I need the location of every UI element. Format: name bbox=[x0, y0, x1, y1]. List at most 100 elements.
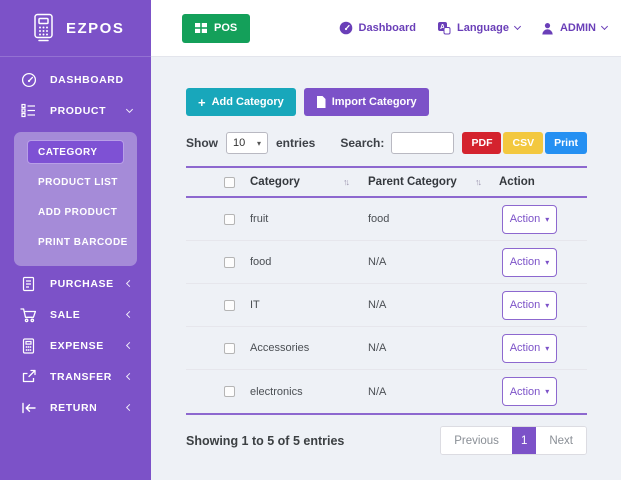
table-header-row: Category ↑↓ Parent Category ↑↓ Action bbox=[186, 168, 587, 198]
plus-icon: + bbox=[198, 94, 206, 110]
nav-dashboard[interactable]: Dashboard bbox=[339, 21, 416, 35]
sidebar-item-label: PURCHASE bbox=[50, 277, 114, 290]
row-action-button[interactable]: Action ▾ bbox=[502, 247, 557, 277]
action-label: Action bbox=[509, 299, 541, 311]
table-row: IT N/A Action ▾ bbox=[186, 284, 587, 327]
next-page-button[interactable]: Next bbox=[536, 427, 586, 454]
main-area: POS Dashboard bbox=[151, 0, 621, 480]
submenu-item-print-barcode[interactable]: PRINT BARCODE bbox=[38, 237, 128, 248]
submenu-item-add-product[interactable]: ADD PRODUCT bbox=[38, 207, 118, 218]
submenu-item-category[interactable]: CATEGORY bbox=[27, 140, 124, 164]
add-category-label: Add Category bbox=[211, 96, 284, 108]
header-category[interactable]: Category ↑↓ bbox=[236, 176, 354, 188]
header-checkbox-cell bbox=[186, 176, 236, 188]
sidebar-item-product[interactable]: PRODUCT bbox=[0, 95, 151, 126]
nav-admin[interactable]: ADMIN bbox=[541, 22, 609, 35]
purchase-icon bbox=[20, 276, 37, 292]
search-input[interactable] bbox=[391, 132, 455, 154]
sidebar-item-transfer[interactable]: TRANSFER bbox=[0, 361, 151, 392]
pos-button[interactable]: POS bbox=[182, 13, 251, 43]
nav-dashboard-label: Dashboard bbox=[358, 22, 416, 34]
cell-parent: food bbox=[368, 213, 390, 225]
chevron-left-icon bbox=[125, 403, 134, 412]
sidebar-item-label: PRODUCT bbox=[50, 104, 107, 117]
export-pdf-button[interactable]: PDF bbox=[462, 132, 502, 154]
brand-logo[interactable]: EZPOS bbox=[0, 0, 151, 57]
nav-admin-label: ADMIN bbox=[559, 22, 596, 34]
export-csv-button[interactable]: CSV bbox=[503, 132, 544, 154]
cell-parent: N/A bbox=[368, 385, 387, 398]
chevron-left-icon bbox=[125, 279, 134, 288]
sidebar-item-purchase[interactable]: PURCHASE bbox=[0, 268, 151, 299]
chevron-left-icon bbox=[125, 341, 134, 350]
content-area: + Add Category Import Category Show 10 bbox=[151, 57, 621, 480]
sort-icon[interactable]: ↑↓ bbox=[343, 177, 350, 187]
chevron-down-icon bbox=[513, 22, 521, 31]
table-row: food N/A Action ▾ bbox=[186, 241, 587, 284]
sort-icon[interactable]: ↑↓ bbox=[475, 177, 482, 187]
header-parent-label: Parent Category bbox=[368, 176, 457, 188]
chevron-down-icon bbox=[600, 22, 609, 31]
caret-down-icon: ▾ bbox=[545, 300, 550, 310]
caret-down-icon: ▾ bbox=[545, 214, 550, 224]
table-row: electronics N/A Action ▾ bbox=[186, 370, 587, 413]
product-submenu: CATEGORY PRODUCT LIST ADD PRODUCT PRINT … bbox=[14, 132, 137, 266]
cell-category: Accessories bbox=[250, 342, 310, 354]
cell-category: electronics bbox=[250, 385, 303, 398]
sidebar-item-label: SALE bbox=[50, 308, 81, 321]
top-header: POS Dashboard bbox=[151, 0, 621, 57]
sidebar-item-return[interactable]: RETURN bbox=[0, 392, 151, 423]
sale-icon bbox=[20, 307, 37, 323]
row-checkbox[interactable] bbox=[224, 299, 235, 311]
header-action-label: Action bbox=[499, 176, 535, 188]
transfer-icon bbox=[20, 369, 37, 384]
sidebar-item-label: TRANSFER bbox=[50, 370, 112, 383]
sidebar-item-label: DASHBOARD bbox=[50, 73, 124, 86]
select-all-checkbox[interactable] bbox=[224, 176, 235, 188]
row-action-button[interactable]: Action ▾ bbox=[502, 377, 557, 406]
svg-text:A: A bbox=[440, 24, 445, 31]
row-checkbox[interactable] bbox=[224, 386, 235, 397]
row-checkbox[interactable] bbox=[224, 213, 235, 225]
chevron-left-icon bbox=[125, 372, 134, 381]
current-page-button[interactable]: 1 bbox=[511, 427, 537, 454]
submenu-item-product-list[interactable]: PRODUCT LIST bbox=[38, 177, 118, 188]
export-buttons: PDF CSV Print bbox=[462, 132, 587, 154]
header-parent-category[interactable]: Parent Category ↑↓ bbox=[354, 176, 486, 188]
row-checkbox[interactable] bbox=[224, 256, 235, 268]
export-print-button[interactable]: Print bbox=[545, 132, 587, 154]
row-action-button[interactable]: Action ▾ bbox=[502, 204, 557, 234]
brand-name: EZPOS bbox=[66, 19, 125, 37]
language-icon: A bbox=[437, 21, 451, 35]
caret-down-icon: ▾ bbox=[545, 343, 550, 353]
cell-category: fruit bbox=[250, 213, 269, 225]
search-label: Search: bbox=[340, 136, 385, 150]
caret-down-icon: ▾ bbox=[545, 387, 550, 396]
previous-page-button[interactable]: Previous bbox=[441, 427, 512, 454]
caret-down-icon: ▾ bbox=[256, 138, 261, 148]
action-label: Action bbox=[509, 342, 541, 354]
chevron-down-icon bbox=[125, 105, 134, 114]
sidebar-item-expense[interactable]: EXPENSE bbox=[0, 330, 151, 361]
action-label: Action bbox=[509, 256, 541, 268]
row-checkbox[interactable] bbox=[224, 342, 235, 354]
table-footer: Showing 1 to 5 of 5 entries Previous 1 N… bbox=[186, 426, 587, 455]
grid-icon bbox=[195, 22, 207, 34]
page-size-select[interactable]: 10 ▾ bbox=[226, 132, 268, 154]
row-action-button[interactable]: Action ▾ bbox=[502, 290, 557, 320]
sidebar-item-sale[interactable]: SALE bbox=[0, 299, 151, 330]
sidebar-item-dashboard[interactable]: DASHBOARD bbox=[0, 64, 151, 95]
action-label: Action bbox=[509, 213, 541, 225]
header-category-label: Category bbox=[250, 176, 300, 188]
nav-language-label: Language bbox=[456, 22, 509, 34]
add-category-button[interactable]: + Add Category bbox=[186, 88, 296, 116]
row-action-button[interactable]: Action ▾ bbox=[502, 333, 557, 363]
nav-language[interactable]: A Language bbox=[437, 21, 521, 35]
show-label: Show bbox=[186, 136, 218, 150]
pos-button-label: POS bbox=[214, 22, 238, 34]
top-nav: Dashboard A Language bbox=[339, 21, 609, 35]
cell-parent: N/A bbox=[368, 299, 387, 311]
import-category-button[interactable]: Import Category bbox=[303, 88, 429, 116]
chevron-left-icon bbox=[125, 310, 134, 319]
